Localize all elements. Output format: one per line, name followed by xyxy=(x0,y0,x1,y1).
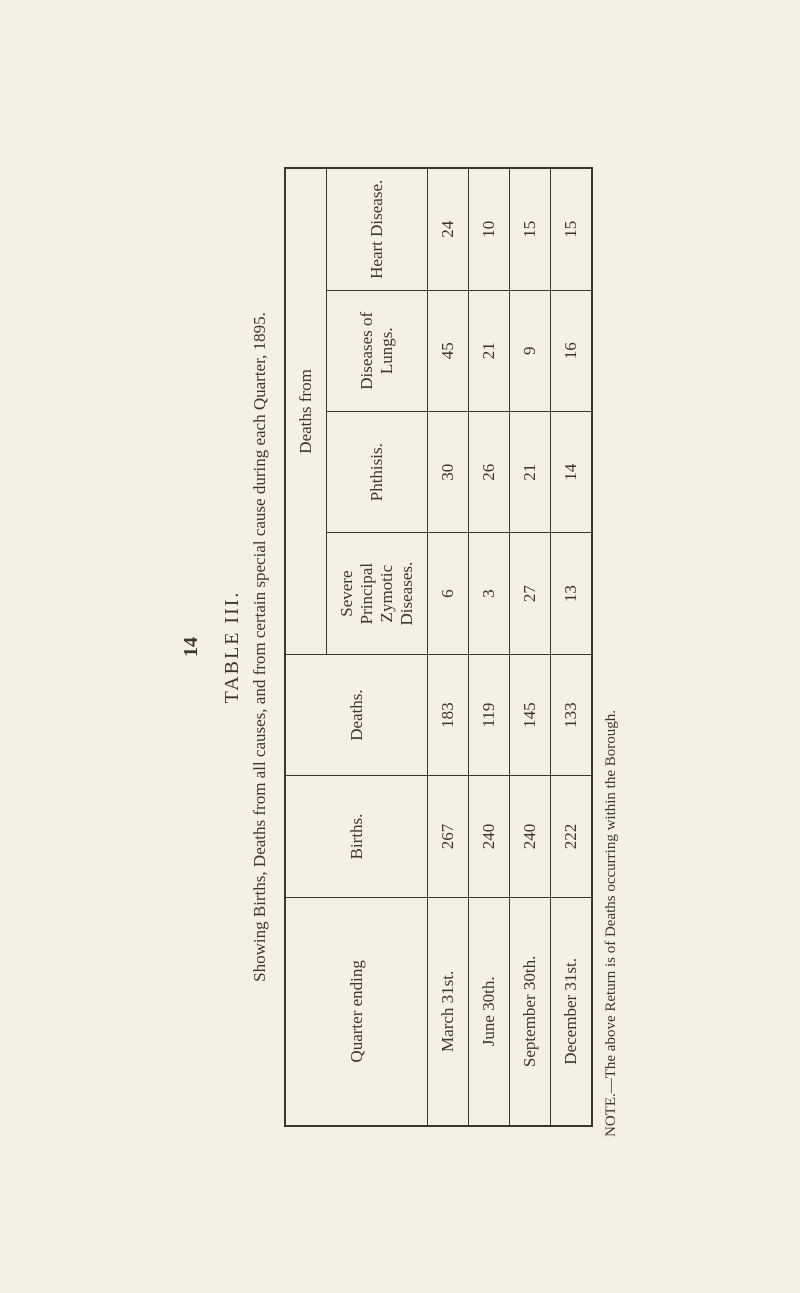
table-subtitle: Showing Births, Deaths from all causes, … xyxy=(250,97,270,1197)
cell-births: 240 xyxy=(510,775,551,896)
cell-births: 240 xyxy=(469,775,510,896)
cell-deaths: 119 xyxy=(469,654,510,775)
cell-quarter: September 30th. xyxy=(510,897,551,1126)
table-row: December 31st. 222 133 13 14 16 15 xyxy=(551,168,593,1126)
table-label: TABLE III. xyxy=(221,97,244,1197)
cell-deaths: 145 xyxy=(510,654,551,775)
cell-phthisis: 14 xyxy=(551,411,593,532)
cell-quarter: June 30th. xyxy=(469,897,510,1126)
data-table: Quarter ending Births. Deaths. Deaths fr… xyxy=(284,167,593,1127)
cell-phthisis: 21 xyxy=(510,411,551,532)
cell-severe: 27 xyxy=(510,532,551,653)
cell-lungs: 16 xyxy=(551,290,593,411)
table-row: September 30th. 240 145 27 21 9 15 xyxy=(510,168,551,1126)
cell-severe: 3 xyxy=(469,532,510,653)
col-lungs: Diseases of Lungs. xyxy=(327,290,428,411)
page-number: 14 xyxy=(180,97,203,1197)
cell-lungs: 9 xyxy=(510,290,551,411)
footnote: NOTE.—The above Return is of Deaths occu… xyxy=(603,97,620,1137)
cell-heart: 15 xyxy=(510,168,551,290)
col-deaths: Deaths. xyxy=(285,654,428,775)
cell-heart: 10 xyxy=(469,168,510,290)
col-heart: Heart Disease. xyxy=(327,168,428,290)
cell-quarter: December 31st. xyxy=(551,897,593,1126)
table-row: June 30th. 240 119 3 26 21 10 xyxy=(469,168,510,1126)
cell-heart: 15 xyxy=(551,168,593,290)
cell-heart: 24 xyxy=(428,168,469,290)
cell-lungs: 45 xyxy=(428,290,469,411)
col-severe: Severe Principal Zymotic Diseases. xyxy=(327,532,428,653)
cell-phthisis: 26 xyxy=(469,411,510,532)
col-deaths-from: Deaths from xyxy=(285,168,327,654)
title-block: TABLE III. Showing Births, Deaths from a… xyxy=(221,97,270,1197)
cell-births: 267 xyxy=(428,775,469,896)
cell-phthisis: 30 xyxy=(428,411,469,532)
col-phthisis: Phthisis. xyxy=(327,411,428,532)
cell-quarter: March 31st. xyxy=(428,897,469,1126)
table-row: March 31st. 267 183 6 30 45 24 xyxy=(428,168,469,1126)
cell-severe: 13 xyxy=(551,532,593,653)
page-container: 14 TABLE III. Showing Births, Deaths fro… xyxy=(180,97,620,1197)
col-births: Births. xyxy=(285,775,428,896)
cell-deaths: 183 xyxy=(428,654,469,775)
cell-births: 222 xyxy=(551,775,593,896)
col-quarter: Quarter ending xyxy=(285,897,428,1126)
cell-lungs: 21 xyxy=(469,290,510,411)
cell-deaths: 133 xyxy=(551,654,593,775)
cell-severe: 6 xyxy=(428,532,469,653)
